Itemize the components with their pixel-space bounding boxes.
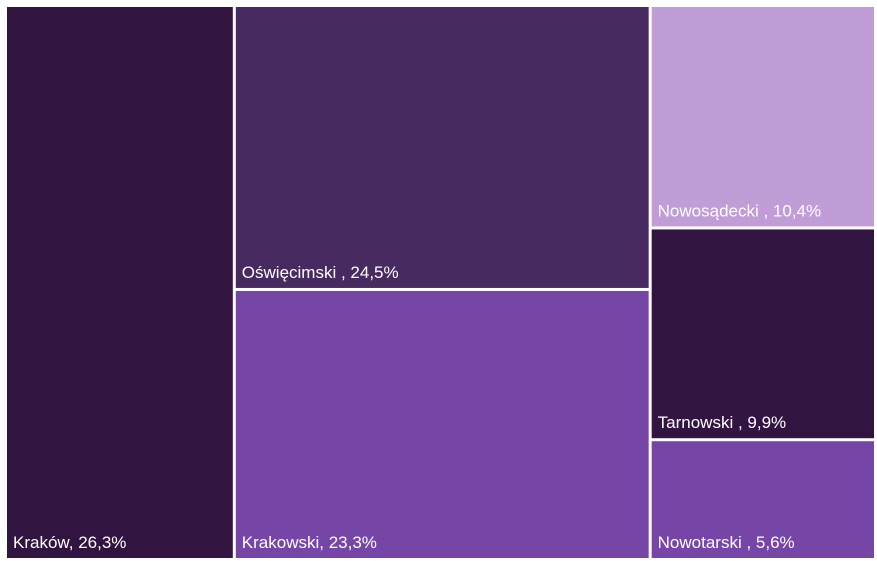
tile xyxy=(7,7,233,558)
tile-label: Krakowski, 23,3% xyxy=(242,533,377,552)
tile xyxy=(651,229,874,439)
treemap: Kraków, 26,3% Oświęcimski , 24,5% Krakowsk… xyxy=(7,7,874,558)
tile-label: Kraków, 26,3% xyxy=(13,533,126,552)
tile-label: Nowosądecki , 10,4% xyxy=(658,201,821,220)
tile xyxy=(235,290,649,558)
tile xyxy=(651,441,874,558)
tile xyxy=(235,7,649,288)
tile-label: Tarnowski , 9,9% xyxy=(658,413,787,432)
tile-label: Nowotarski , 5,6% xyxy=(658,533,795,552)
tile xyxy=(651,7,874,227)
tile-label: Oświęcimski , 24,5% xyxy=(242,263,399,282)
